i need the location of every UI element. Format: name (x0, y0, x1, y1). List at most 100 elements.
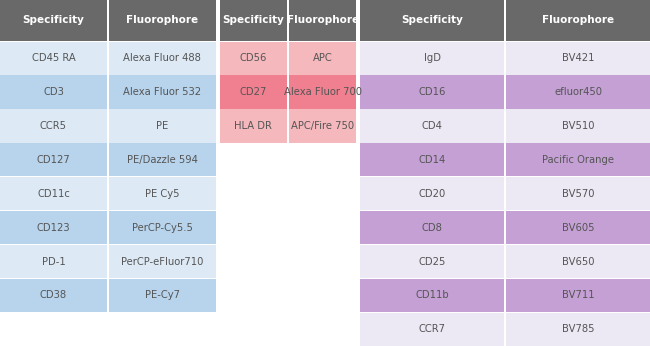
Bar (289, 143, 356, 176)
Bar (109, 42, 216, 75)
Bar (360, 211, 504, 244)
Bar (220, 0, 287, 41)
Bar (109, 279, 216, 312)
Text: CD56: CD56 (240, 53, 267, 63)
Bar (220, 109, 287, 143)
Text: APC: APC (313, 53, 332, 63)
Text: Alexa Fluor 532: Alexa Fluor 532 (124, 87, 202, 97)
Bar (360, 75, 504, 109)
Bar (220, 42, 287, 75)
Bar (289, 279, 356, 312)
Bar (0, 279, 107, 312)
Text: PE/Dazzle 594: PE/Dazzle 594 (127, 155, 198, 165)
Bar (360, 177, 504, 210)
Text: PE: PE (156, 121, 168, 131)
Bar (289, 245, 356, 278)
Text: CD4: CD4 (422, 121, 443, 131)
Text: Fluorophore: Fluorophore (126, 16, 198, 25)
Bar (506, 313, 650, 346)
Bar (506, 279, 650, 312)
Bar (506, 245, 650, 278)
Bar (220, 245, 287, 278)
Bar (220, 313, 287, 346)
Bar (220, 177, 287, 210)
Text: CCR5: CCR5 (40, 121, 67, 131)
Bar (289, 42, 356, 75)
Text: IgD: IgD (424, 53, 441, 63)
Bar (289, 211, 356, 244)
Bar (360, 143, 504, 176)
Text: CD11b: CD11b (415, 291, 449, 300)
Bar (0, 313, 107, 346)
Bar (109, 313, 216, 346)
Bar (0, 245, 107, 278)
Text: Alexa Fluor 700: Alexa Fluor 700 (283, 87, 361, 97)
Text: PE Cy5: PE Cy5 (145, 189, 179, 199)
Bar (220, 211, 287, 244)
Text: BV510: BV510 (562, 121, 594, 131)
Text: PE-Cy7: PE-Cy7 (145, 291, 180, 300)
Text: Alexa Fluor 488: Alexa Fluor 488 (124, 53, 202, 63)
Text: BV605: BV605 (562, 223, 594, 233)
Bar (289, 75, 356, 109)
Text: CD11c: CD11c (37, 189, 70, 199)
Bar (220, 143, 287, 176)
Bar (360, 42, 504, 75)
Bar (109, 177, 216, 210)
Text: CD14: CD14 (419, 155, 446, 165)
Text: APC/Fire 750: APC/Fire 750 (291, 121, 354, 131)
Bar (506, 143, 650, 176)
Text: PerCP-Cy5.5: PerCP-Cy5.5 (132, 223, 193, 233)
Text: PD-1: PD-1 (42, 257, 66, 266)
Text: Specificity: Specificity (23, 16, 84, 25)
Text: CD25: CD25 (419, 257, 446, 266)
Text: Fluorophore: Fluorophore (287, 16, 359, 25)
Text: CD3: CD3 (43, 87, 64, 97)
Bar (220, 279, 287, 312)
Bar (0, 211, 107, 244)
Text: CCR7: CCR7 (419, 325, 446, 334)
Bar (360, 313, 504, 346)
Bar (289, 0, 356, 41)
Bar (220, 75, 287, 109)
Bar (109, 0, 216, 41)
Bar (360, 279, 504, 312)
Bar (0, 42, 107, 75)
Text: Pacific Orange: Pacific Orange (542, 155, 614, 165)
Bar (0, 177, 107, 210)
Bar (360, 0, 504, 41)
Bar (109, 211, 216, 244)
Text: BV711: BV711 (562, 291, 594, 300)
Bar (360, 245, 504, 278)
Text: Fluorophore: Fluorophore (542, 16, 614, 25)
Text: CD45 RA: CD45 RA (32, 53, 75, 63)
Text: CD27: CD27 (240, 87, 267, 97)
Text: HLA DR: HLA DR (235, 121, 272, 131)
Bar (109, 75, 216, 109)
Bar (109, 143, 216, 176)
Text: CD8: CD8 (422, 223, 443, 233)
Bar (289, 177, 356, 210)
Bar (0, 109, 107, 143)
Bar (360, 109, 504, 143)
Bar (289, 313, 356, 346)
Bar (506, 109, 650, 143)
Text: PerCP-eFluor710: PerCP-eFluor710 (121, 257, 203, 266)
Text: CD123: CD123 (36, 223, 70, 233)
Text: CD127: CD127 (36, 155, 70, 165)
Text: BV785: BV785 (562, 325, 594, 334)
Text: BV421: BV421 (562, 53, 594, 63)
Bar (0, 0, 107, 41)
Text: Specificity: Specificity (401, 16, 463, 25)
Text: BV570: BV570 (562, 189, 594, 199)
Bar (0, 75, 107, 109)
Bar (109, 109, 216, 143)
Bar (506, 0, 650, 41)
Bar (109, 245, 216, 278)
Text: Specificity: Specificity (222, 16, 284, 25)
Text: CD38: CD38 (40, 291, 67, 300)
Bar (0, 143, 107, 176)
Bar (506, 42, 650, 75)
Bar (289, 109, 356, 143)
Text: efluor450: efluor450 (554, 87, 602, 97)
